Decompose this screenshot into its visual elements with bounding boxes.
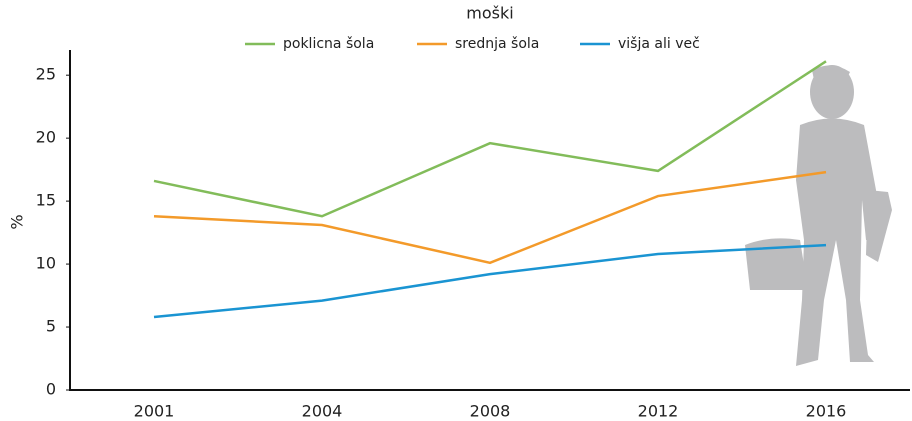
legend-label: srednja šola [455, 36, 539, 52]
x-tick-label: 2001 [134, 402, 175, 421]
legend-label: višja ali več [618, 36, 700, 52]
y-tick-label: 20 [36, 128, 56, 147]
legend-label: poklicna šola [283, 36, 374, 52]
chart-title: moški [466, 4, 513, 23]
series-line [153, 170, 827, 265]
y-tick-label: 10 [36, 254, 56, 273]
series-line [153, 60, 827, 218]
y-tick-label: 15 [36, 191, 56, 210]
x-tick-label: 2008 [470, 402, 511, 421]
x-tick-label: 2004 [302, 402, 343, 421]
y-tick-label: 5 [46, 317, 56, 336]
y-tick-label: 25 [36, 65, 56, 84]
x-tick-label: 2012 [638, 402, 679, 421]
y-axis-label: % [8, 214, 27, 229]
silhouette [745, 65, 892, 366]
x-tick-label: 2016 [806, 402, 847, 421]
y-tick-label: 0 [46, 380, 56, 399]
series-line [153, 243, 827, 319]
